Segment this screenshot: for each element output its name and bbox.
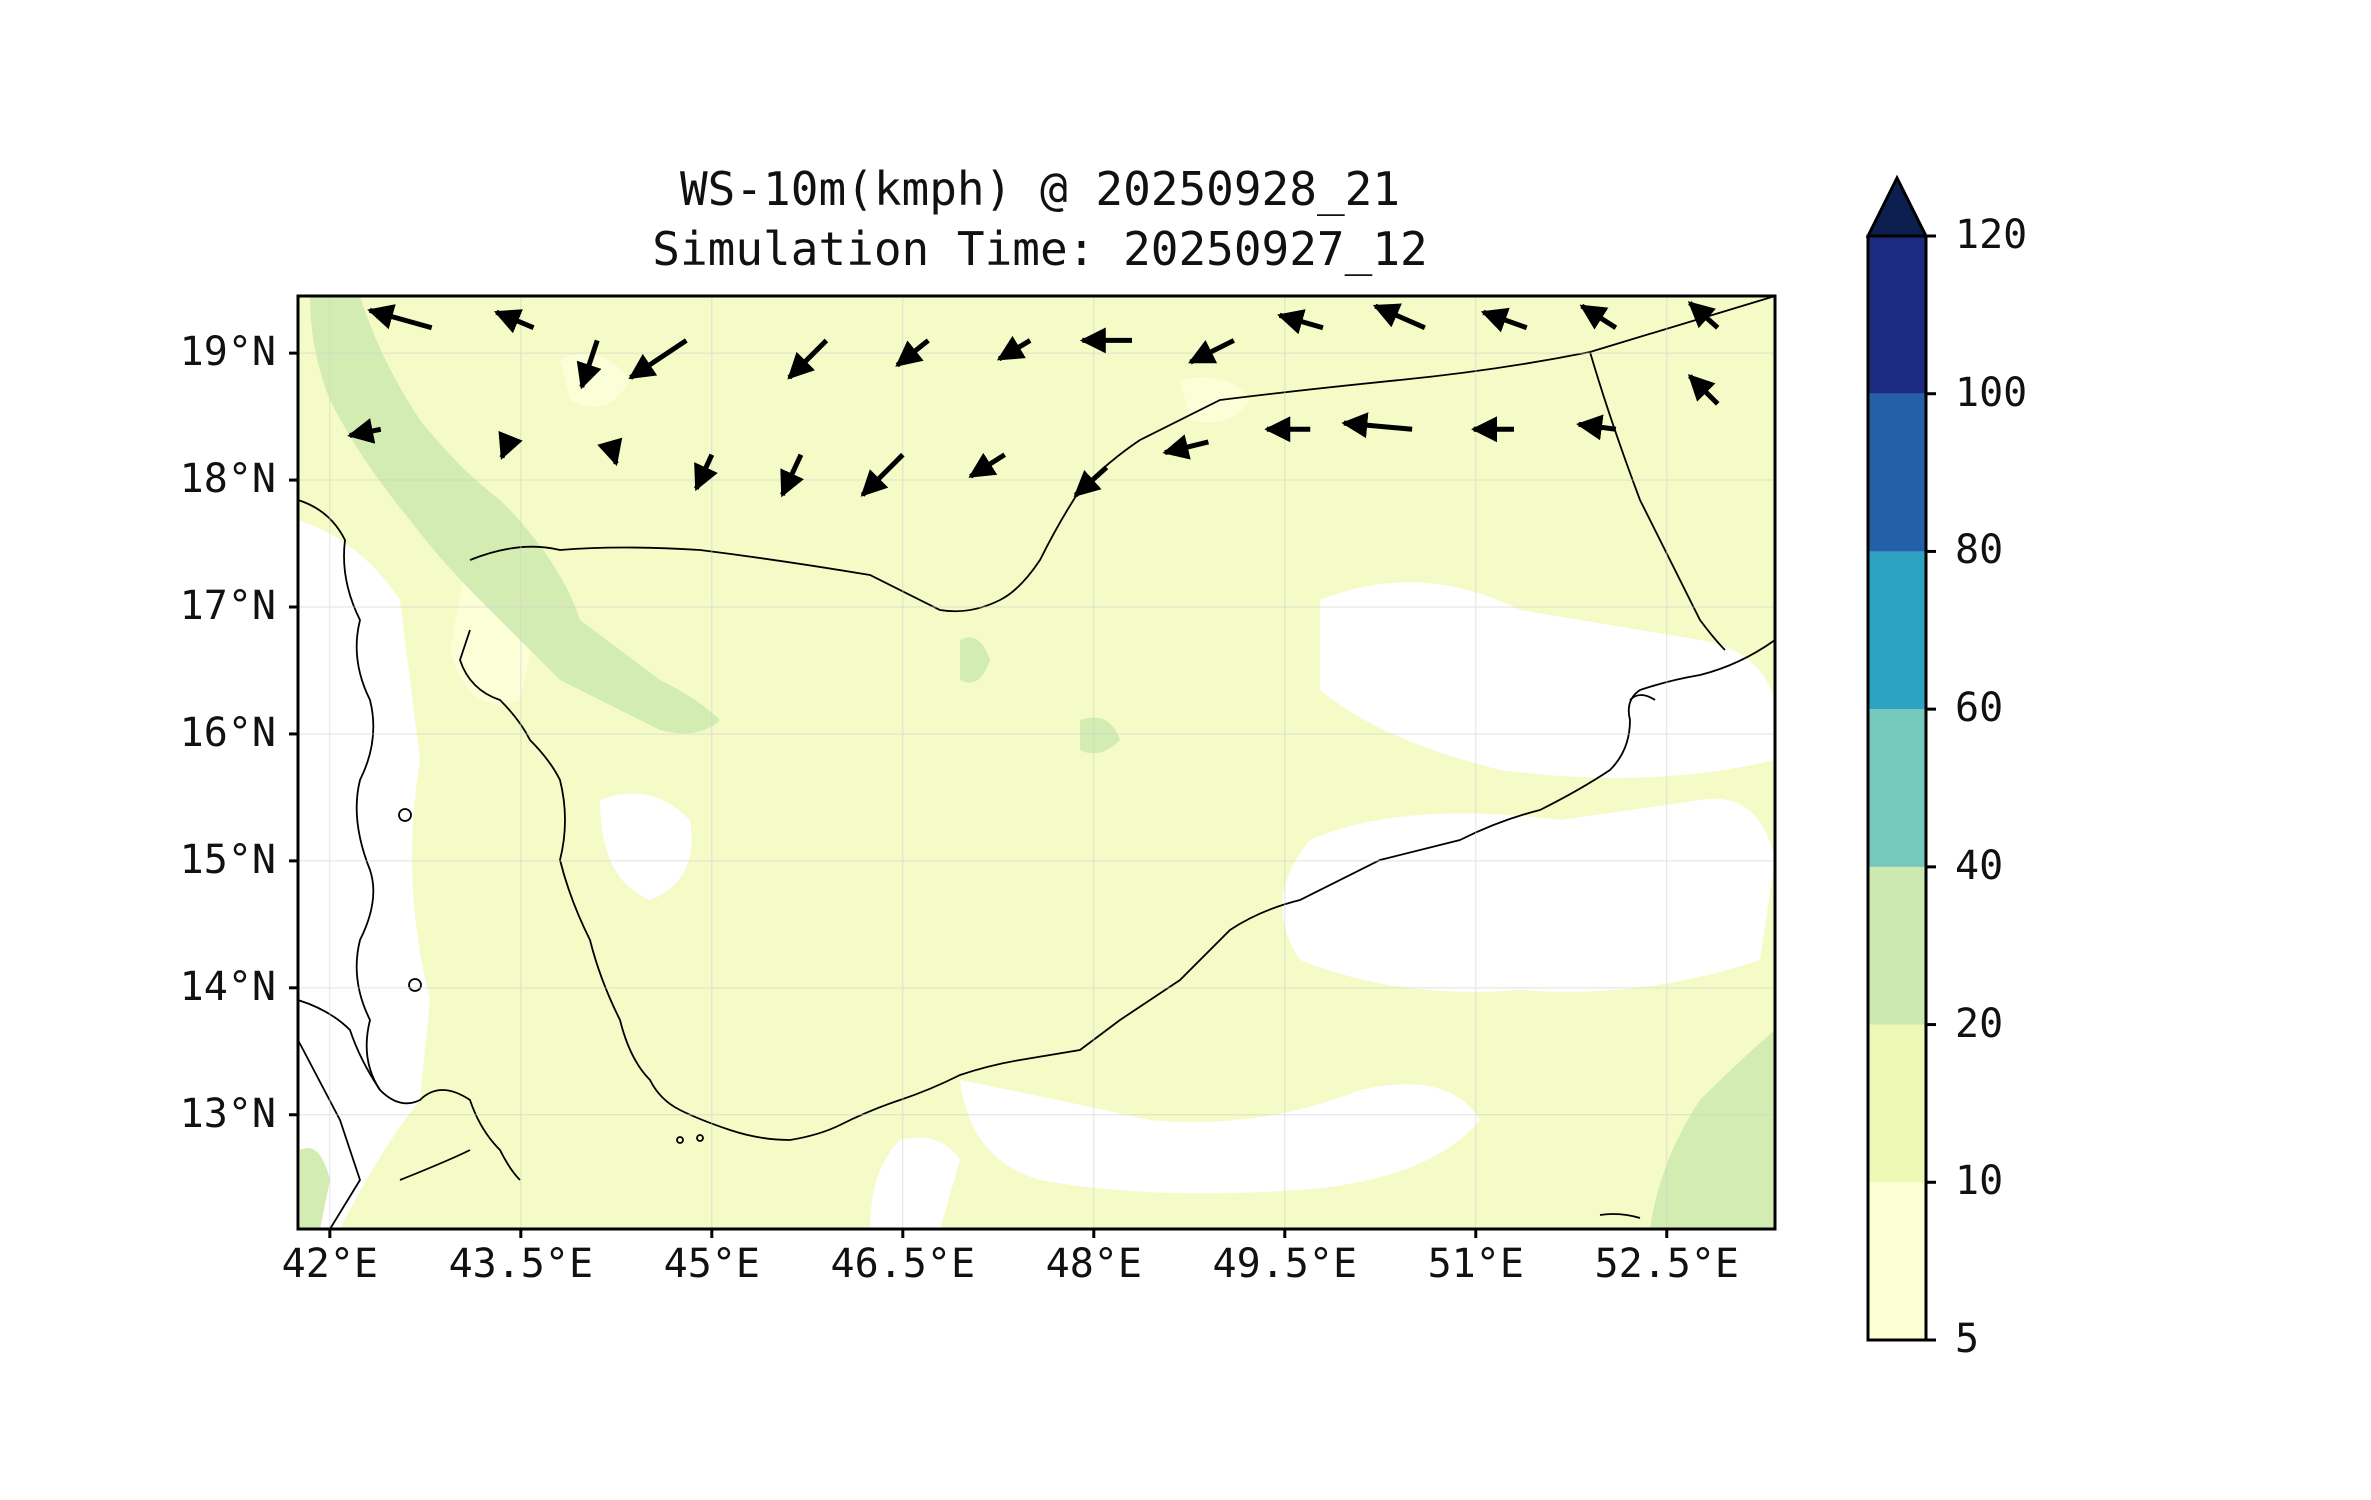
lon-tick-49-5: 49.5°E — [1212, 1241, 1358, 1287]
lon-tick-48: 48°E — [1045, 1241, 1142, 1287]
wind-arrow — [1687, 374, 1720, 406]
lon-tick-45: 45°E — [663, 1241, 760, 1287]
wind-arrow — [694, 453, 718, 492]
map-gridlines — [298, 296, 1775, 1229]
wind-arrow — [628, 338, 688, 380]
map-panel — [298, 296, 1775, 1229]
lon-tick-52-5: 52.5°E — [1594, 1241, 1740, 1287]
lat-tick-15: 15°N — [179, 836, 276, 883]
wind-arrow — [1341, 412, 1413, 439]
colorbar-label-120: 120 — [1955, 212, 2028, 258]
colorbar-label-80: 80 — [1955, 527, 2004, 574]
wind-arrow — [1188, 338, 1235, 365]
colorbar-segment — [1868, 709, 1926, 867]
wind-arrow — [1162, 434, 1209, 460]
wind-arrow — [1277, 309, 1324, 335]
colorbar-segment — [1868, 236, 1926, 394]
lat-tick-13: 13°N — [179, 1090, 276, 1137]
colorbar-extend-triangle — [1865, 174, 1929, 238]
colorbar-label-10: 10 — [1955, 1158, 2004, 1205]
wind-arrow — [1073, 465, 1109, 498]
wind-arrow — [968, 452, 1007, 479]
wind-arrow — [576, 339, 602, 390]
wind-arrow — [780, 453, 804, 498]
axis-tick-marks — [289, 351, 1669, 1238]
colorbar-label-100: 100 — [1955, 369, 2028, 416]
wind-vector-layer — [347, 301, 1720, 498]
colorbar-segment — [1868, 1182, 1926, 1340]
map-frame — [296, 294, 1777, 1231]
wind-arrow — [1480, 307, 1528, 333]
wind-arrow — [498, 430, 523, 460]
colorbar-frame — [1866, 234, 1928, 1342]
lat-tick-14: 14°N — [179, 963, 276, 1010]
colorbar-label-60: 60 — [1955, 685, 2004, 732]
wind-arrow — [597, 437, 623, 467]
lat-tick-19: 19°N — [179, 329, 276, 376]
wind-arrow — [1372, 303, 1426, 331]
colorbar-label-5: 5 — [1955, 1316, 1980, 1362]
colorbar-segment — [1868, 551, 1926, 710]
colorbar-segment — [1868, 866, 1926, 1025]
lat-tick-17: 17°N — [179, 583, 276, 629]
colorbar-segment — [1868, 1024, 1926, 1183]
lon-tick-43-5: 43.5°E — [448, 1241, 594, 1287]
wind-arrow — [895, 338, 930, 368]
wind-arrow — [787, 338, 829, 380]
moderate-wind-areas — [300, 296, 1775, 1229]
wind-arrow — [996, 335, 1032, 362]
coastlines-and-borders — [298, 296, 1775, 1229]
wind-arrow — [1687, 301, 1720, 330]
lon-tick-51: 51°E — [1427, 1241, 1524, 1287]
lon-tick-46-5: 46.5°E — [830, 1241, 976, 1287]
colorbar — [1865, 174, 1936, 1342]
colorbar-label-20: 20 — [1955, 1000, 2004, 1047]
wind-arrow — [347, 418, 382, 444]
colorbar-label-40: 40 — [1955, 842, 2004, 889]
colorbar-segment — [1868, 393, 1926, 552]
wind-arrow — [1576, 414, 1617, 441]
wind-arrow — [860, 452, 905, 497]
chart-title-line2: Simulation Time: 20250927_12 — [652, 222, 1428, 276]
lat-tick-18: 18°N — [179, 456, 276, 503]
lon-tick-42: 42°E — [281, 1241, 378, 1287]
wind-arrow — [367, 304, 433, 331]
chart-title-line1: WS-10m(kmph) @ 20250928_21 — [679, 162, 1401, 216]
wind-arrow — [493, 309, 535, 334]
lat-tick-16: 16°N — [179, 709, 276, 756]
wind-arrow — [1579, 303, 1618, 330]
